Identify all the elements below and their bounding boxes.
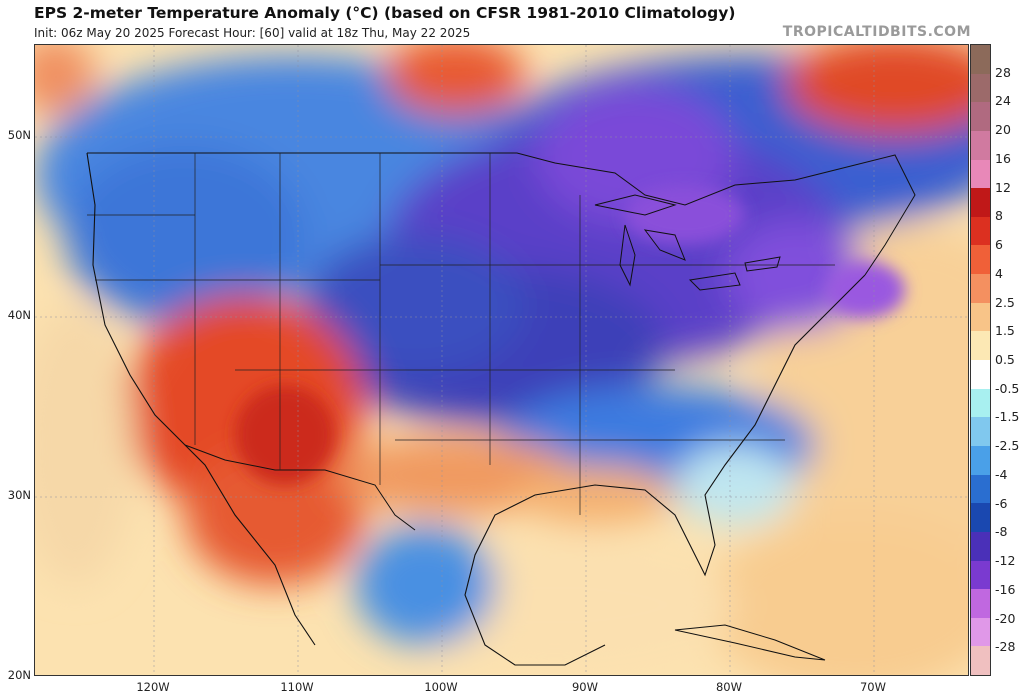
colorbar-label: 1.5	[995, 323, 1015, 339]
colorbar-swatch	[971, 102, 990, 131]
colorbar-label: 0.5	[995, 352, 1015, 367]
colorbar-label: 4	[995, 265, 1003, 281]
colorbar-label: 16	[995, 150, 1011, 166]
pacific-coastline	[86, 152, 316, 646]
atlantic-gulf-coastline	[464, 274, 866, 666]
colorbar-swatch	[971, 531, 990, 561]
lat-label-20n: 20N	[7, 668, 31, 682]
colorbar-swatch	[971, 589, 990, 618]
colorbar-swatch	[971, 474, 990, 504]
lon-label-120w: 120W	[136, 680, 170, 694]
colorbar-swatch	[971, 560, 990, 590]
colorbar	[970, 44, 991, 676]
colorbar-label: 20	[995, 122, 1011, 138]
colorbar-label: -28	[995, 639, 1016, 655]
colorbar-swatch	[971, 388, 990, 418]
map-subtitle: Init: 06z May 20 2025 Forecast Hour: [60…	[34, 26, 471, 40]
colorbar-swatch	[971, 245, 990, 275]
colorbar-label: -6	[995, 495, 1008, 511]
colorbar-swatch	[971, 130, 990, 160]
colorbar-swatch	[971, 503, 990, 532]
lat-label-50n: 50N	[7, 128, 31, 142]
colorbar-label: -16	[995, 581, 1016, 597]
colorbar-label: -4	[995, 466, 1008, 482]
colorbar-label: 8	[995, 208, 1003, 224]
colorbar-label: -2.5	[995, 438, 1020, 454]
lon-label-110w: 110W	[280, 680, 314, 694]
colorbar-swatch	[971, 617, 990, 647]
brand-watermark: TROPICALTIDBITS.COM	[782, 24, 971, 40]
colorbar-swatch	[971, 45, 990, 74]
colorbar-swatch	[971, 417, 990, 446]
state-borders	[87, 153, 835, 515]
colorbar-label: -1.5	[995, 409, 1020, 425]
colorbar-swatch	[971, 73, 990, 103]
lon-label-90w: 90W	[571, 680, 598, 694]
colorbar-label: -12	[995, 553, 1016, 569]
map-title: EPS 2-meter Temperature Anomaly (°C) (ba…	[34, 4, 736, 22]
colorbar-swatch	[971, 331, 990, 361]
colorbar-swatch	[971, 216, 990, 246]
map-canvas	[35, 45, 968, 675]
anomaly-map	[34, 44, 969, 676]
colorbar-label: 2.5	[995, 294, 1015, 310]
lon-label-100w: 100W	[424, 680, 458, 694]
great-lakes	[594, 194, 781, 291]
colorbar-label: -0.5	[995, 380, 1020, 396]
lon-label-80w: 80W	[715, 680, 742, 694]
colorbar-label: -20	[995, 610, 1016, 626]
colorbar-swatch	[971, 159, 990, 189]
graticule	[35, 45, 968, 675]
colorbar-label: -8	[995, 524, 1008, 540]
colorbar-label: 28	[995, 64, 1011, 80]
lat-label-30n: 30N	[7, 488, 31, 502]
colorbar-label: 24	[995, 93, 1011, 109]
colorbar-swatch	[971, 274, 990, 303]
colorbar-swatch	[971, 646, 990, 676]
colorbar-swatch	[971, 360, 990, 389]
lat-label-40n: 40N	[7, 308, 31, 322]
us-mexico-border	[184, 444, 416, 531]
colorbar-label: 12	[995, 179, 1011, 195]
us-canada-border	[87, 152, 916, 276]
colorbar-label: 6	[995, 237, 1003, 253]
lon-label-70w: 70W	[859, 680, 886, 694]
colorbar-swatch	[971, 188, 990, 217]
cuba-outline	[674, 624, 826, 661]
colorbar-swatch	[971, 302, 990, 332]
colorbar-swatch	[971, 445, 990, 475]
